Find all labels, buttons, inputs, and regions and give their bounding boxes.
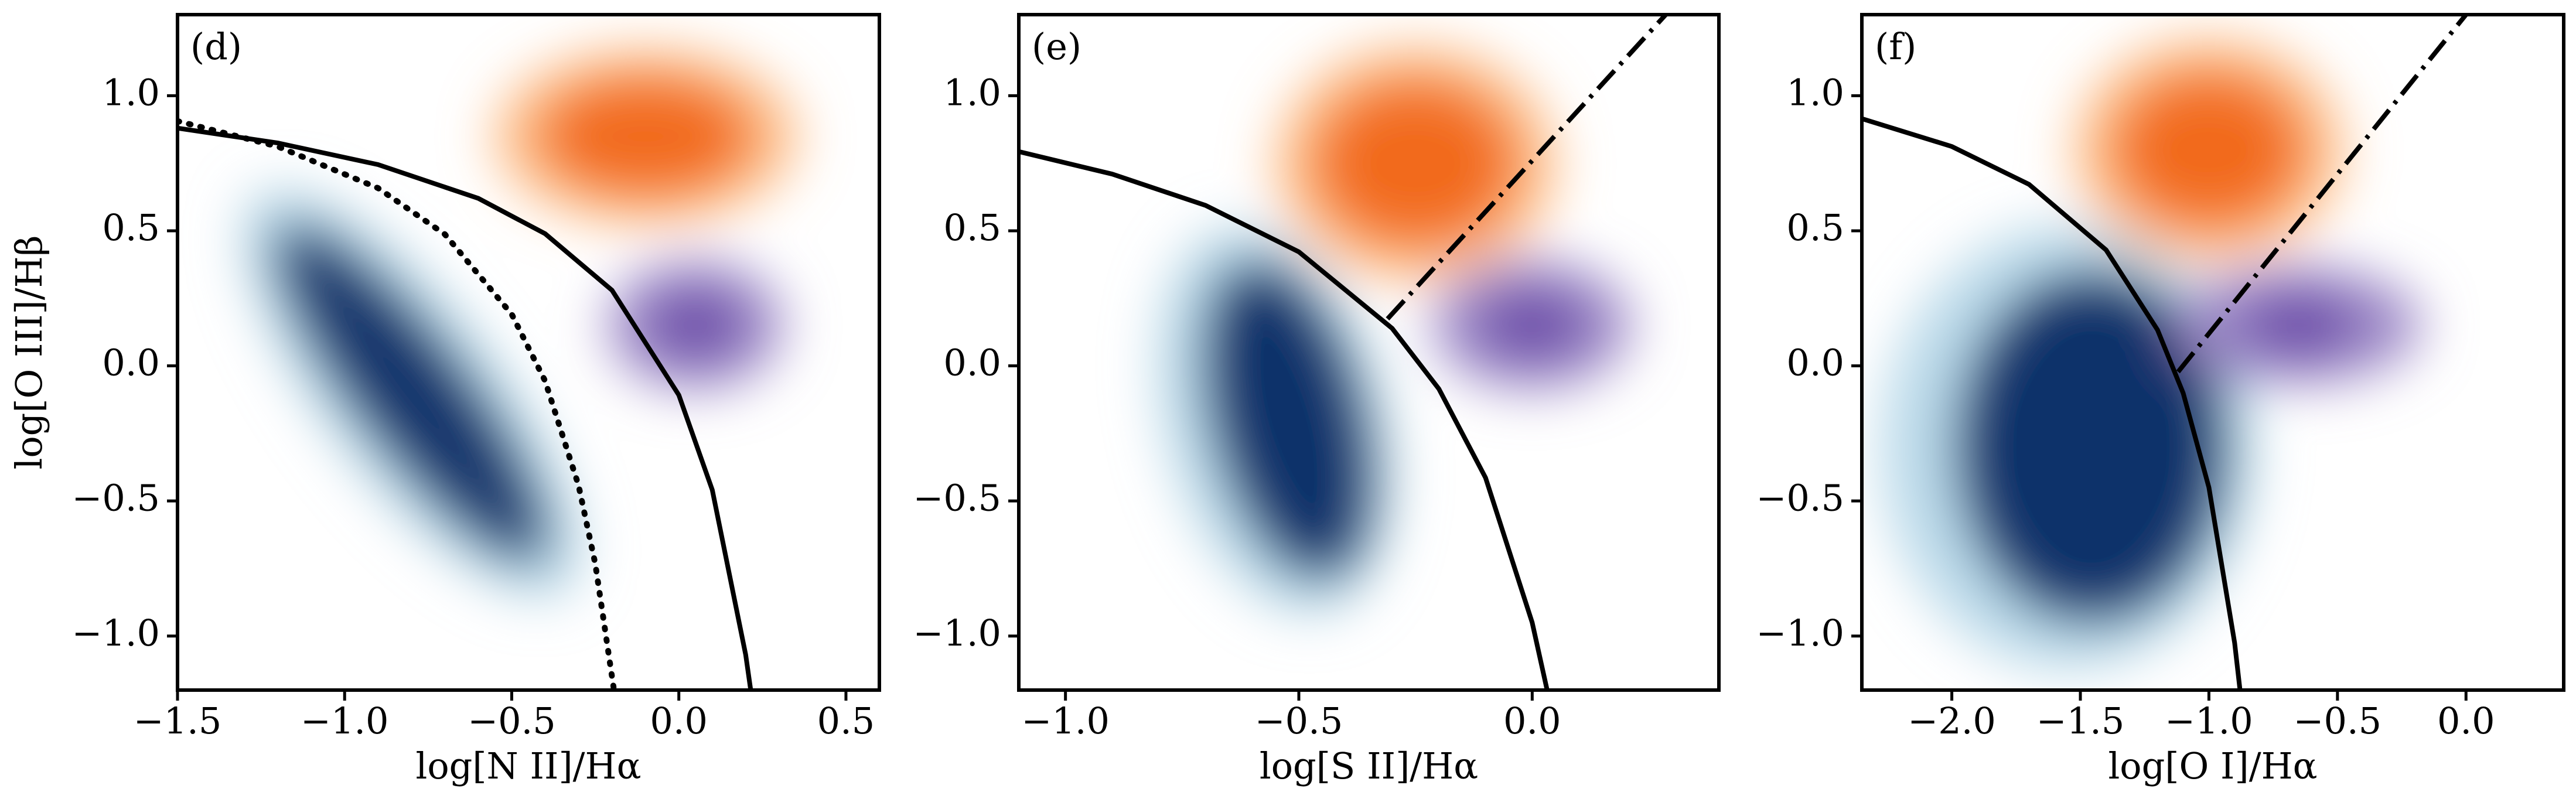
panel-label: (d) xyxy=(190,25,242,68)
x-axis-label: log[N II]/Hα xyxy=(416,745,642,787)
y-tick-label: −0.5 xyxy=(71,476,160,519)
y-tick-label: −1.0 xyxy=(71,612,160,654)
y-tick-label: 1.0 xyxy=(102,71,160,114)
density-clouds xyxy=(1156,46,1632,615)
y-tick-label: 0.5 xyxy=(1786,206,1844,249)
demarcation-line xyxy=(178,118,617,690)
x-tick-label: 0.0 xyxy=(2437,699,2495,742)
x-tick-label: −0.5 xyxy=(468,699,556,742)
panel-label: (e) xyxy=(1032,25,1081,68)
axes-frame xyxy=(176,13,881,692)
x-tick-label: −1.0 xyxy=(301,699,389,742)
x-tick-label: −1.0 xyxy=(1021,699,1110,742)
density-clouds xyxy=(241,49,798,599)
y-axis-label: log[O III]/Hβ xyxy=(8,235,50,469)
x-tick-label: −2.0 xyxy=(1908,699,1996,742)
axes-frame xyxy=(1860,13,2565,692)
y-tick-label: 0.0 xyxy=(102,342,160,384)
y-tick-label: −0.5 xyxy=(913,476,1001,519)
axes-frame xyxy=(1017,13,1721,692)
x-tick-label: −1.0 xyxy=(2165,699,2253,742)
y-tick-label: −1.0 xyxy=(913,612,1001,654)
x-tick-label: −0.5 xyxy=(2294,699,2382,742)
x-axis-label: log[S II]/Hα xyxy=(1260,745,1478,787)
x-tick-label: 0.0 xyxy=(1503,699,1561,742)
y-tick-label: 0.5 xyxy=(102,206,160,249)
x-tick-label: 0.5 xyxy=(817,699,875,742)
x-axis-label: log[O I]/Hα xyxy=(2108,745,2317,787)
density-clouds xyxy=(1881,39,2422,670)
y-tick-label: −0.5 xyxy=(1756,476,1844,519)
y-tick-label: −1.0 xyxy=(1756,612,1844,654)
demarcation-line xyxy=(178,125,753,690)
y-tick-label: 0.0 xyxy=(1786,342,1844,384)
x-tick-label: −1.5 xyxy=(2036,699,2125,742)
y-tick-label: 0.5 xyxy=(943,206,1001,249)
y-tick-label: 0.0 xyxy=(943,342,1001,384)
demarcation-line xyxy=(2176,15,2468,374)
demarcation-line xyxy=(1019,149,1550,690)
x-tick-label: 0.0 xyxy=(650,699,708,742)
demarcation-line xyxy=(1862,116,2243,690)
demarcation-line xyxy=(1386,15,1668,320)
y-tick-label: 1.0 xyxy=(1786,71,1844,114)
x-tick-label: −0.5 xyxy=(1255,699,1343,742)
x-tick-label: −1.5 xyxy=(134,699,222,742)
panel-label: (f) xyxy=(1875,25,1916,68)
y-tick-label: 1.0 xyxy=(943,71,1001,114)
